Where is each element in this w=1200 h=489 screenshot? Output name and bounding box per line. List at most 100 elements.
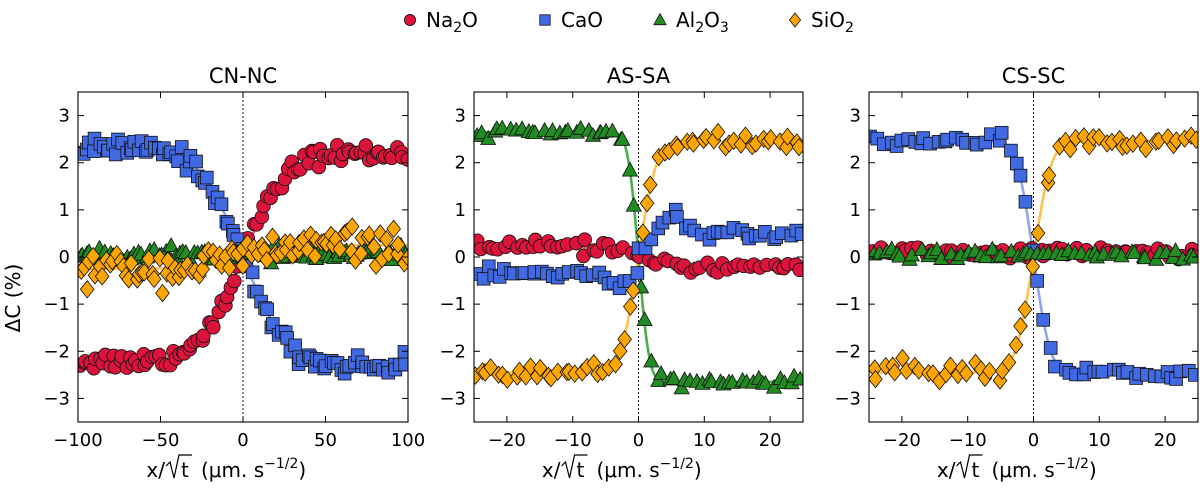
y-tick-label: 2: [455, 153, 466, 174]
point-sio2: [1138, 139, 1154, 159]
point-sio2: [353, 244, 369, 263]
point-sio2: [523, 357, 538, 376]
x-axis-label: x/t (μm. s−1/2): [542, 454, 702, 482]
x-tick-label: −100: [53, 430, 102, 451]
point-al2o3: [652, 365, 670, 380]
point-sio2: [332, 239, 348, 259]
point-cao: [994, 125, 1009, 140]
legend-item-cao: CaO: [539, 8, 603, 32]
point-al2o3: [1185, 248, 1198, 264]
legend-label-na2o: Na2O: [426, 8, 478, 36]
svg-text:x/: x/: [146, 458, 165, 482]
point-al2o3: [1167, 242, 1184, 257]
point-al2o3: [625, 196, 642, 212]
point-cao: [670, 210, 684, 224]
point-sio2: [1008, 335, 1024, 355]
point-cao: [1004, 143, 1018, 158]
y-tick-label: −3: [834, 388, 861, 409]
point-sio2: [617, 330, 632, 349]
point-sio2: [1001, 353, 1017, 372]
legend-marker-al2o3: [653, 12, 667, 26]
panel-title: CN-NC: [209, 64, 277, 88]
point-na2o: [206, 320, 221, 335]
point-cao: [794, 227, 803, 241]
y-tick-label: 3: [59, 106, 70, 127]
point-na2o: [196, 328, 211, 343]
y-tick-label: 1: [850, 200, 861, 221]
legend-item-sio2: SiO2: [788, 8, 854, 36]
y-tick-label: 0: [59, 247, 70, 268]
svg-text:x/: x/: [937, 458, 956, 482]
y-tick-label: 0: [850, 247, 861, 268]
point-sio2: [85, 246, 101, 266]
point-sio2: [869, 369, 883, 389]
y-tick-label: 3: [850, 106, 861, 127]
point-al2o3: [1113, 247, 1130, 263]
point-al2o3: [621, 161, 639, 177]
point-sio2: [79, 280, 95, 299]
point-al2o3: [1126, 243, 1143, 259]
point-cao: [1009, 156, 1024, 171]
point-al2o3: [480, 130, 497, 145]
point-sio2: [155, 283, 170, 303]
point-al2o3: [636, 311, 653, 327]
point-al2o3: [792, 370, 803, 386]
point-cao: [245, 265, 260, 280]
point-sio2: [1188, 130, 1198, 149]
y-axis-label: ΔC (%): [1, 264, 25, 333]
legend: Na2O CaO Al2O3 SiO2: [404, 8, 854, 36]
svg-text:t: t: [972, 458, 980, 482]
legend-marker-na2o: [404, 14, 416, 26]
point-sio2: [1013, 316, 1028, 336]
svg-text:x/: x/: [542, 458, 561, 482]
point-sio2: [123, 254, 139, 273]
y-tick-label: −1: [834, 294, 861, 315]
x-tick-label: −20: [488, 430, 526, 451]
sqrt-symbol: [561, 454, 588, 479]
legend-item-al2o3: Al2O3: [653, 8, 729, 36]
point-sio2: [146, 269, 162, 289]
x-tick-label: 20: [1154, 430, 1177, 451]
x-tick-label: −20: [883, 430, 921, 451]
x-axis-label: x/t (μm. s−1/2): [146, 454, 306, 482]
point-sio2: [887, 363, 903, 382]
point-sio2: [307, 246, 323, 266]
y-tick-label: 1: [455, 200, 466, 221]
point-sio2: [265, 227, 280, 246]
point-sio2: [221, 258, 237, 278]
x-tick-label: −50: [142, 430, 180, 451]
point-al2o3: [1136, 249, 1154, 265]
legend-label-cao: CaO: [561, 8, 603, 32]
x-tick-label: −10: [554, 430, 592, 451]
point-cao: [397, 345, 408, 359]
legend-marker-sio2: [788, 12, 802, 28]
point-sio2: [1025, 257, 1041, 276]
y-tick-label: −3: [439, 388, 466, 409]
y-tick-label: −2: [43, 341, 70, 362]
svg-text:(μm. s−1/2): (μm. s−1/2): [201, 456, 306, 482]
plot-area: [869, 125, 1198, 391]
point-al2o3: [977, 248, 994, 264]
point-sio2: [386, 219, 401, 239]
point-sio2: [361, 225, 377, 244]
point-al2o3: [891, 247, 908, 263]
point-sio2: [1062, 139, 1078, 159]
point-cao: [189, 154, 203, 169]
point-cao: [398, 357, 408, 372]
point-sio2: [344, 217, 360, 236]
y-tick-label: 2: [850, 153, 861, 174]
point-sio2: [366, 237, 382, 257]
point-al2o3: [614, 130, 631, 146]
point-sio2: [303, 225, 318, 244]
y-tick-label: −3: [43, 388, 70, 409]
panel-title: CS-SC: [1002, 64, 1066, 88]
point-sio2: [780, 127, 795, 146]
point-sio2: [1041, 166, 1057, 185]
point-sio2: [94, 267, 110, 286]
legend-item-na2o: Na2O: [404, 8, 478, 36]
point-sio2: [1017, 300, 1033, 319]
sqrt-symbol: [956, 454, 983, 479]
x-tick-label: 50: [314, 430, 337, 451]
